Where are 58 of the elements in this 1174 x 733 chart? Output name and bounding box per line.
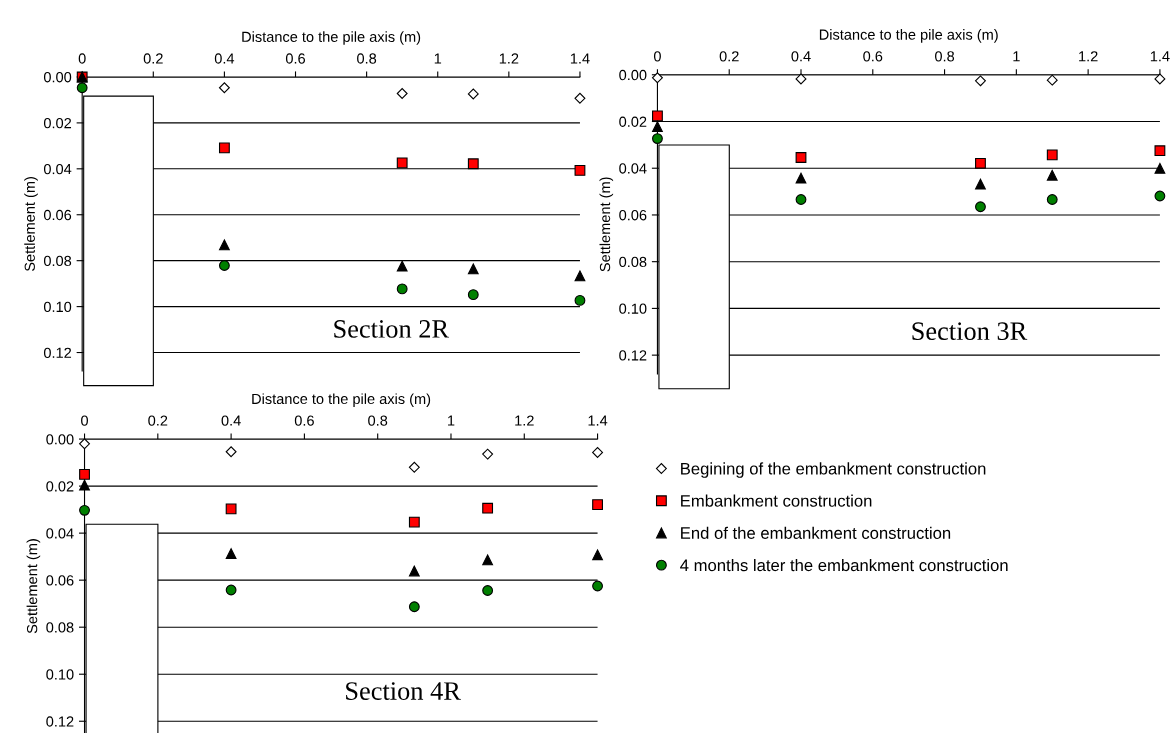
x-tick-label: 1 xyxy=(1013,51,1020,62)
y-tick-label: 0.04 xyxy=(619,163,647,174)
x-tick-label: 0.8 xyxy=(935,51,955,62)
y-axis-title: Settlement (m) xyxy=(599,177,614,272)
x-tick-label: 0.2 xyxy=(148,415,168,426)
y-tick-label: 0.06 xyxy=(46,575,74,586)
x-axis-title: Distance to the pile axis (m) xyxy=(252,393,431,407)
text: Section 2R xyxy=(334,320,450,338)
y-tick-label: 0.00 xyxy=(619,69,647,81)
x-tick-label: 0.4 xyxy=(214,53,235,64)
x-tick-label: 1.2 xyxy=(515,415,534,426)
y-tick-label: 0.06 xyxy=(43,209,72,221)
x-tick-label: 0.6 xyxy=(863,51,883,62)
y-tick-label: 0.02 xyxy=(619,116,647,127)
x-tick-label: 0.8 xyxy=(357,53,377,64)
y-tick-label: 0.12 xyxy=(619,350,647,361)
text: Section 4R xyxy=(346,682,461,700)
x-tick-label: 1 xyxy=(448,415,455,426)
x-tick-label: 1.2 xyxy=(1079,51,1098,62)
text: Section 3R xyxy=(912,322,1028,341)
x-tick-label: 0.8 xyxy=(368,415,388,426)
legend-label: 4 months later the embankment construction xyxy=(680,558,1008,572)
y-axis-title: Settlement (m) xyxy=(24,177,38,272)
y-tick-label: 0.10 xyxy=(619,303,647,314)
x-tick-label: 0.6 xyxy=(294,415,314,426)
y-tick-label: 0.08 xyxy=(46,622,74,633)
x-tick-label: 0.4 xyxy=(791,51,811,62)
x-tick-label: 0.2 xyxy=(143,53,163,64)
x-tick-label: 0 xyxy=(78,53,86,64)
x-tick-label: 0.6 xyxy=(285,53,306,64)
x-tick-label: 0 xyxy=(81,415,89,426)
x-tick-label: 0.4 xyxy=(221,415,241,426)
legend-label: End of the embankment construction xyxy=(681,526,951,539)
y-tick-label: 0.00 xyxy=(43,72,72,83)
y-tick-label: 0.08 xyxy=(619,256,647,268)
y-tick-label: 0.12 xyxy=(46,716,74,727)
x-tick-label: 1.4 xyxy=(1150,51,1170,62)
x-tick-label: 0 xyxy=(653,51,661,62)
x-axis-title: Distance to the pile axis (m) xyxy=(819,29,998,43)
x-tick-label: 0.2 xyxy=(719,51,739,62)
y-tick-label: 0.12 xyxy=(43,347,72,358)
y-axis-title: Settlement (m) xyxy=(26,539,41,634)
y-tick-label: 0.04 xyxy=(43,163,72,175)
y-tick-label: 0.08 xyxy=(43,255,72,267)
x-tick-label: 1 xyxy=(434,53,442,64)
legend-label: Begining of the embankment construction xyxy=(681,462,986,478)
x-axis-title: Distance to the pile axis (m) xyxy=(242,31,421,45)
y-tick-label: 0.10 xyxy=(46,669,74,680)
legend-label: Embankment construction xyxy=(681,494,872,507)
y-tick-label: 0.06 xyxy=(619,210,647,221)
y-tick-label: 0.00 xyxy=(46,434,74,445)
x-tick-label: 1.2 xyxy=(499,53,519,64)
x-tick-label: 1.4 xyxy=(570,53,590,64)
x-tick-label: 1.4 xyxy=(588,415,608,426)
y-tick-label: 0.04 xyxy=(46,528,74,539)
y-tick-label: 0.02 xyxy=(43,117,72,129)
y-tick-label: 0.10 xyxy=(43,301,72,313)
y-tick-label: 0.02 xyxy=(46,481,74,492)
